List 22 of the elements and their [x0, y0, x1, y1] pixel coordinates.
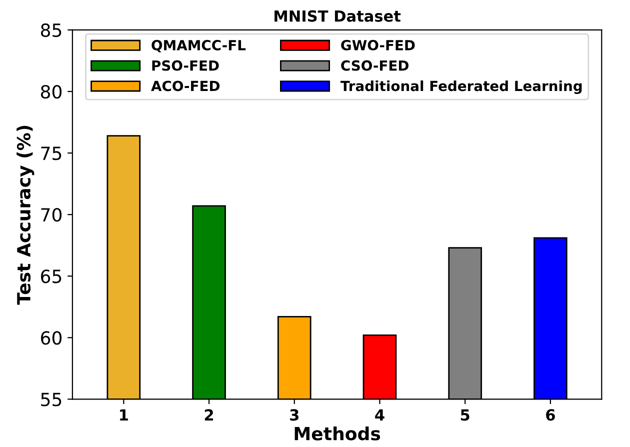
- y-tick-label: 80: [40, 84, 62, 99]
- y-tick-label: 70: [41, 208, 62, 222]
- legend-label: GWO-FED: [341, 40, 415, 50]
- legend-label: Traditional Federated Learning: [340, 80, 582, 94]
- x-axis-title: Methods: [294, 426, 380, 440]
- y-tick-label: 65: [41, 270, 62, 284]
- x-tick-label: 1: [120, 409, 128, 420]
- x-tick-label: 6: [546, 409, 555, 421]
- y-axis-title: Test Accuracy (%): [16, 126, 34, 305]
- y-tick-label: 75: [41, 146, 62, 160]
- x-tick-label: 5: [460, 409, 470, 421]
- x-tick-label: 3: [290, 409, 298, 421]
- legend-label: QMAMCC-FL: [152, 40, 246, 52]
- legend-label: PSO-FED: [152, 60, 219, 71]
- legend-label: CSO-FED: [341, 60, 408, 71]
- y-tick-label: 60: [41, 331, 62, 345]
- chart-title: MNIST Dataset: [274, 10, 401, 22]
- x-tick-label: 2: [204, 409, 214, 420]
- x-tick-label: 4: [375, 409, 384, 420]
- y-tick-label: 85: [40, 23, 62, 38]
- y-tick-label: 55: [41, 392, 62, 406]
- legend-label: ACO-FED: [151, 80, 220, 92]
